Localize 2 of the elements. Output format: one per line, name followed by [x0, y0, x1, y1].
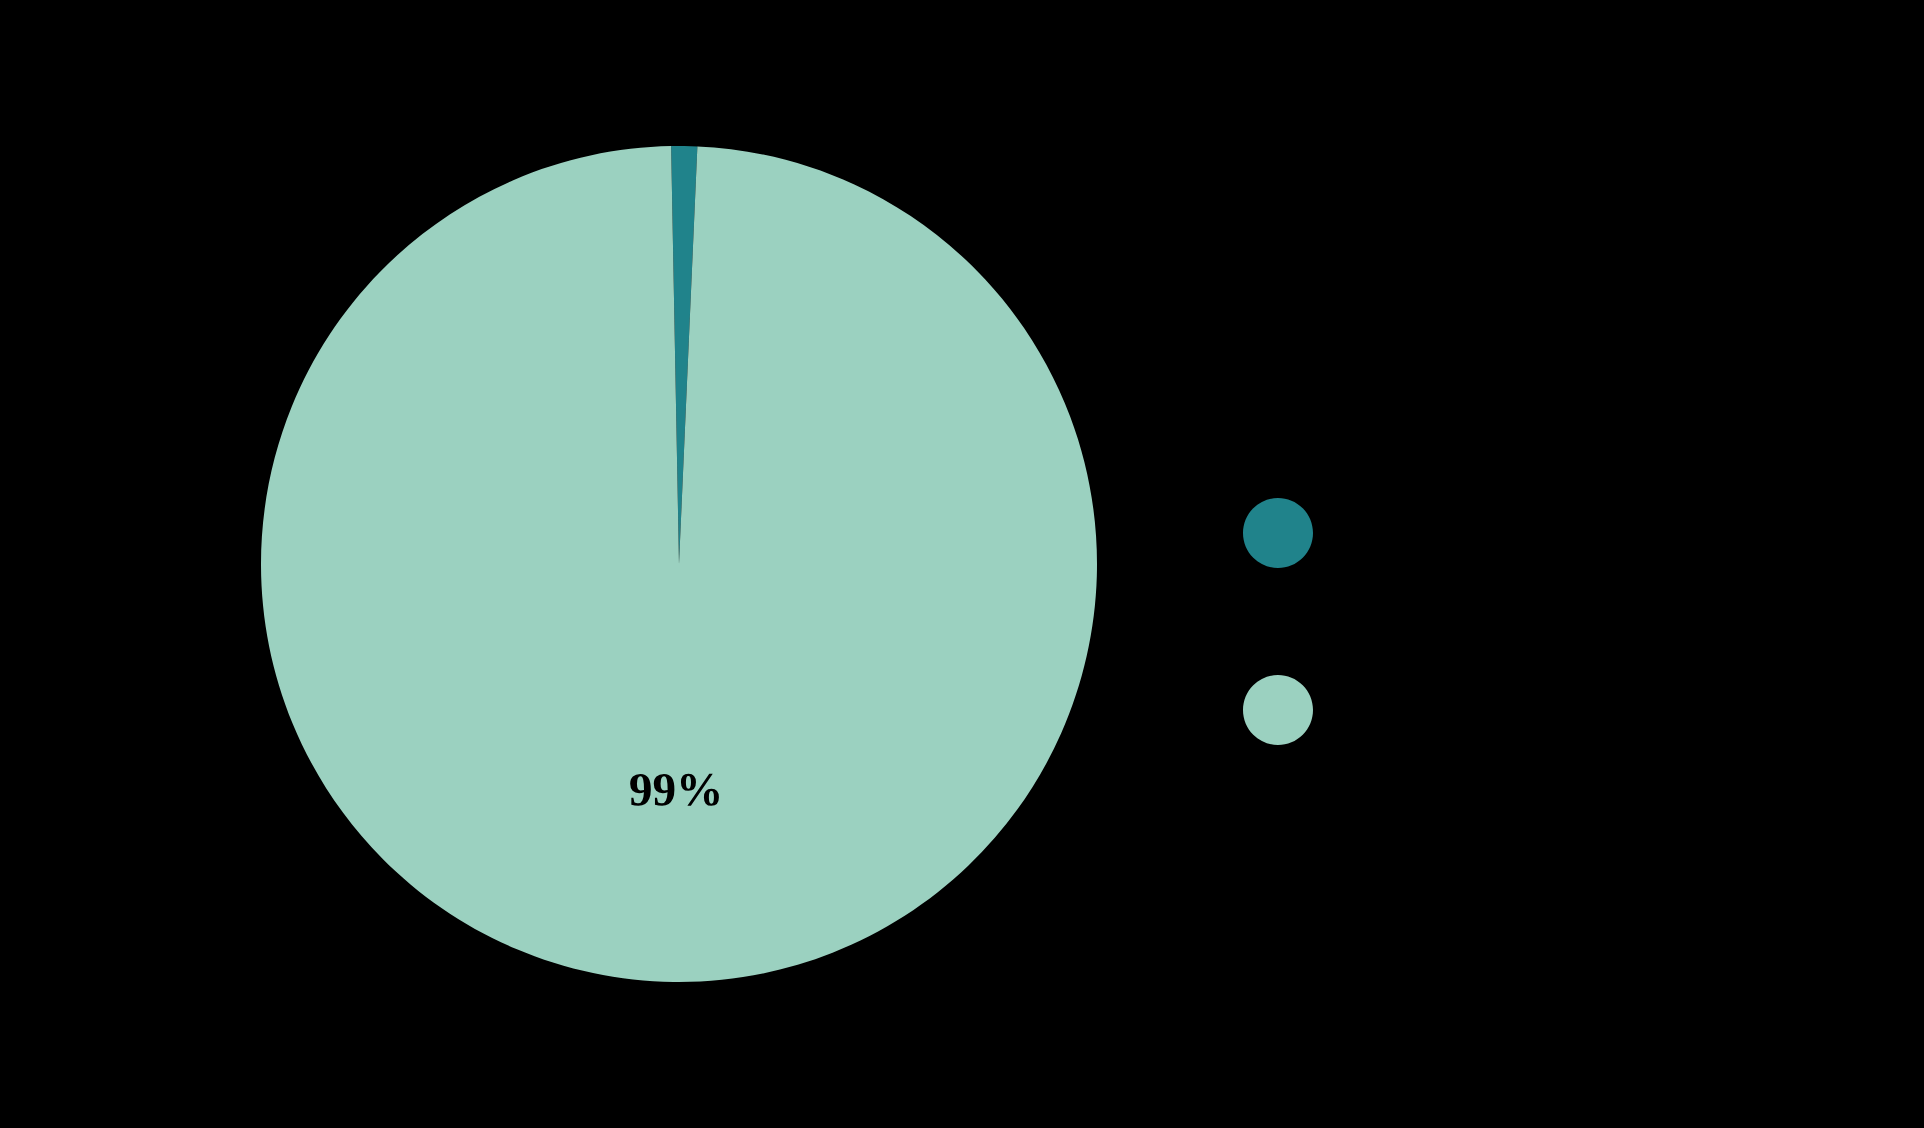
pie-slice — [261, 146, 1097, 982]
data-label: 99% — [630, 773, 719, 806]
